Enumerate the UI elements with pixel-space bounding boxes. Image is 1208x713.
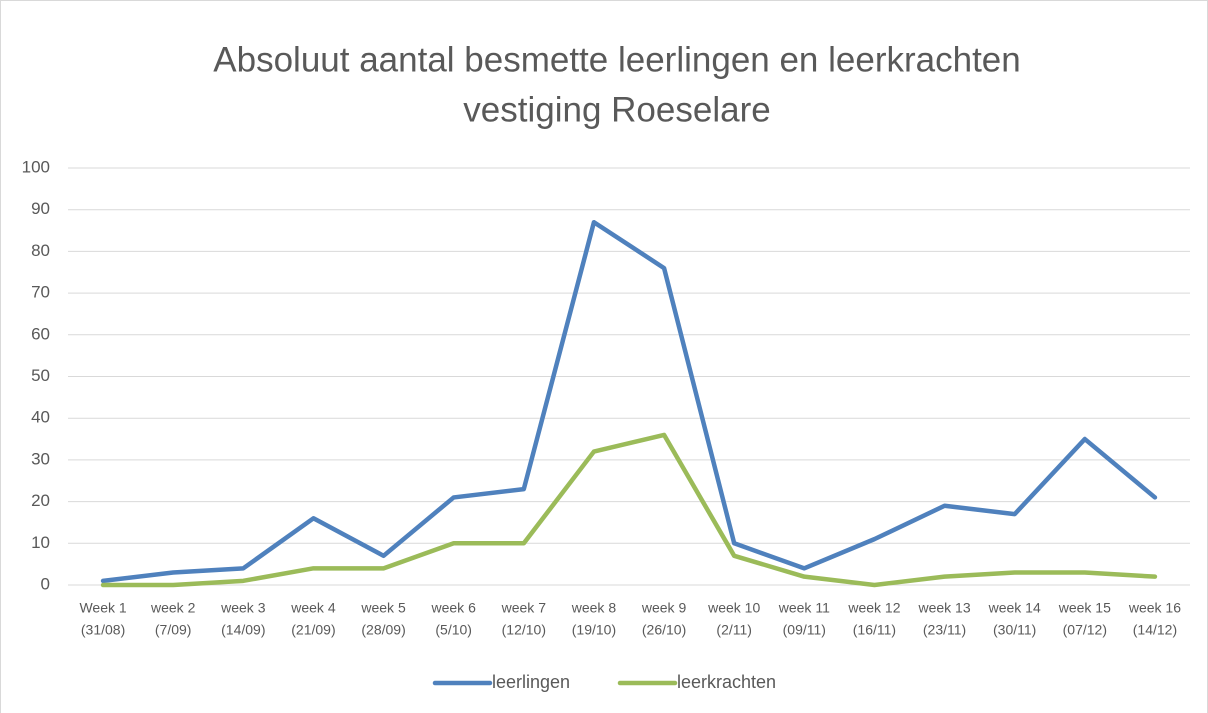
x-tick-label: (12/10) <box>502 622 546 638</box>
x-tick-label: week 10 <box>707 600 760 616</box>
x-tick-label: week 16 <box>1128 600 1181 616</box>
x-tick-label: week 14 <box>988 600 1041 616</box>
legend-label: leerlingen <box>492 672 570 692</box>
x-tick-label: Week 1 <box>79 600 126 616</box>
x-tick-label: week 4 <box>290 600 336 616</box>
legend-label: leerkrachten <box>677 672 776 692</box>
x-tick-label: week 11 <box>778 600 830 616</box>
x-tick-label: week 9 <box>641 600 687 616</box>
x-tick-label: week 8 <box>571 600 617 616</box>
x-tick-label: week 12 <box>847 600 900 616</box>
x-tick-label: (14/09) <box>221 622 265 638</box>
x-tick-label: (19/10) <box>572 622 616 638</box>
y-tick-label: 0 <box>41 574 50 593</box>
y-tick-label: 80 <box>31 241 50 260</box>
x-tick-label: week 2 <box>150 600 196 616</box>
series-line <box>100 219 1158 584</box>
x-tick-label: (31/08) <box>81 622 125 638</box>
series-line <box>100 432 1158 588</box>
y-tick-label: 100 <box>22 157 50 176</box>
y-tick-label: 60 <box>31 324 50 343</box>
x-tick-label: (07/12) <box>1063 622 1107 638</box>
x-tick-label: (16/11) <box>853 622 896 638</box>
y-tick-label: 20 <box>31 491 50 510</box>
y-tick-label: 90 <box>31 199 50 218</box>
x-tick-label: (14/12) <box>1133 622 1177 638</box>
x-tick-label: (26/10) <box>642 622 686 638</box>
x-tick-label: week 5 <box>360 600 406 616</box>
x-tick-label: week 13 <box>917 600 970 616</box>
x-tick-label: (5/10) <box>435 622 472 638</box>
chart-title: Absoluut aantal besmette leerlingen en l… <box>213 40 1020 79</box>
x-tick-label: (2/11) <box>716 622 752 638</box>
x-tick-label: week 6 <box>431 600 477 616</box>
y-tick-label: 70 <box>31 283 50 302</box>
x-tick-label: (28/09) <box>361 622 405 638</box>
y-tick-label: 40 <box>31 408 50 427</box>
chart-title: vestiging Roeselare <box>463 90 770 129</box>
y-tick-label: 50 <box>31 366 50 385</box>
x-tick-label: week 15 <box>1058 600 1111 616</box>
x-tick-label: (09/11) <box>783 622 826 638</box>
x-tick-label: week 3 <box>220 600 266 616</box>
x-tick-label: (7/09) <box>155 622 192 638</box>
y-tick-label: 10 <box>31 533 50 552</box>
x-tick-label: week 7 <box>501 600 547 616</box>
x-tick-label: (30/11) <box>993 622 1036 638</box>
x-tick-label: (21/09) <box>291 622 335 638</box>
x-tick-label: (23/11) <box>923 622 966 638</box>
y-tick-label: 30 <box>31 449 50 468</box>
